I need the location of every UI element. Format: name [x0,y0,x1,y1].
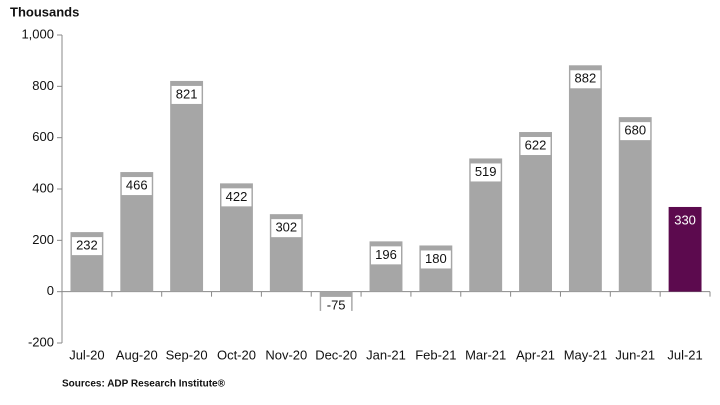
x-tick-label: Dec-20 [315,347,357,362]
source-note: Sources: ADP Research Institute® [62,379,226,390]
x-tick-label: Jul-21 [667,347,702,362]
bar [668,206,702,292]
x-tick-label: May-21 [564,347,607,362]
value-label-box [171,85,202,104]
value-label-box [221,188,252,207]
value-label: 422 [226,189,248,204]
value-label-box [520,137,551,156]
bar [170,80,204,292]
value-label: 196 [375,247,397,262]
value-label: 330 [674,212,696,227]
y-tick-label: 800 [32,78,54,93]
value-label-box [71,237,102,256]
x-tick-label: Apr-21 [516,347,555,362]
value-label: 821 [176,86,198,101]
x-tick-label: Nov-20 [265,347,307,362]
value-label: 302 [275,220,297,235]
y-axis-title: Thousands [10,4,79,19]
value-label-box [121,177,152,196]
x-tick-label: Feb-21 [415,347,456,362]
y-tick-label: 200 [32,232,54,247]
x-tick-label: Sep-20 [166,347,208,362]
value-label: 622 [525,137,547,152]
y-tick-label: 400 [32,180,54,195]
value-label: 882 [575,71,597,86]
value-label-box [321,296,352,315]
value-label: -75 [327,297,346,312]
value-label: 466 [126,177,148,192]
value-label-box [620,122,651,141]
value-label: 180 [425,251,447,266]
value-label-box [470,163,501,182]
x-tick-label: Aug-20 [116,347,158,362]
bar [568,65,602,292]
y-tick-label: 1,000 [21,26,54,41]
x-tick-label: Jul-20 [69,347,104,362]
value-label-box [420,250,451,269]
y-tick-label: -200 [28,334,54,349]
value-label-box [271,219,302,238]
y-tick-label: 600 [32,129,54,144]
value-label: 519 [475,164,497,179]
value-label: 232 [76,238,98,253]
value-label-box [570,70,601,89]
x-tick-label: Mar-21 [465,347,506,362]
x-tick-label: Oct-20 [217,347,256,362]
x-tick-label: Jan-21 [366,347,406,362]
value-label-box [371,246,401,265]
bar [519,132,552,292]
bar [618,117,652,292]
x-tick-label: Jun-21 [615,347,655,362]
y-tick-label: 0 [47,283,54,298]
value-label: 680 [624,123,646,138]
